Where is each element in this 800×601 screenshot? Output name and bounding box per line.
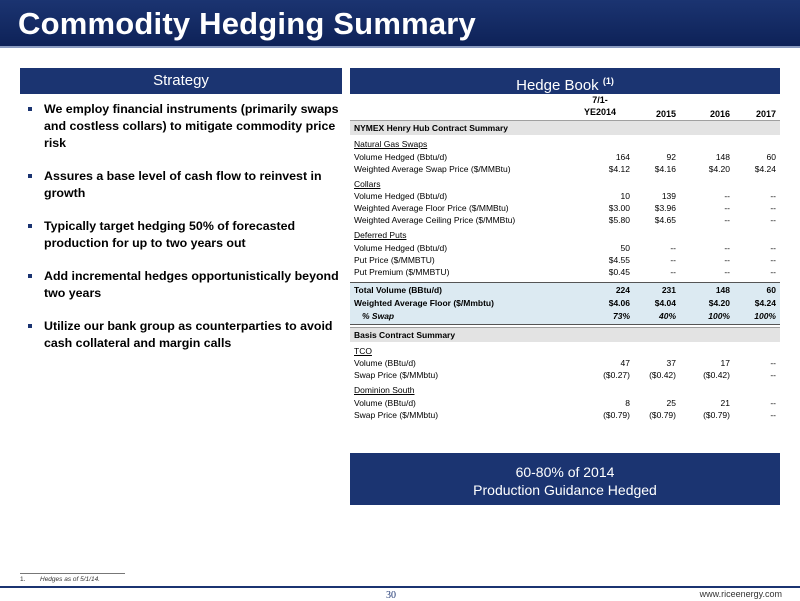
swaps-group-title: Natural Gas Swaps	[354, 139, 428, 149]
callout-line-1: 60-80% of 2014	[515, 464, 615, 480]
table-row: Total Volume (BBtu/d) 224 231 148 60	[354, 284, 776, 295]
collars-group-title: Collars	[354, 178, 381, 189]
table-row: Volume (BBtu/d) 8 25 21 --	[354, 397, 776, 408]
table-row: Swap Price ($/MMbtu) ($0.27) ($0.42) ($0.4…	[354, 370, 776, 380]
table-row: Volume Hedged (Bbtu/d) 10 139 -- --	[354, 191, 776, 201]
table-row: Swap Price ($/MMbtu) ($0.79) ($0.79) ($0.7…	[354, 409, 776, 420]
col-header-2017: 2017	[755, 109, 776, 119]
tco-group-title: TCO	[354, 345, 372, 356]
page-title: Commodity Hedging Summary	[18, 6, 476, 41]
table-row: Put Price ($/MMBTU) $4.55 -- -- --	[354, 254, 776, 265]
website-link[interactable]: www.riceenergy.com	[699, 589, 782, 599]
totals-band: Total Volume (BBtu/d) 224 231 148 60 Weight…	[350, 281, 780, 325]
table-row: Weighted Average Floor ($/Mmbtu) $4.06 $4…	[354, 297, 776, 308]
table-row: Volume Hedged (Bbtu/d) 50 -- -- --	[354, 242, 776, 253]
puts-group-title: Deferred Puts	[354, 230, 407, 240]
table-row: Put Premium ($/MMBTU) $0.45 -- -- --	[354, 266, 776, 277]
strategy-bullet: Assures a base level of cash flow to rei…	[28, 168, 344, 202]
hedge-book-table: 7/1- YE2014 2015 2016 2017 NYMEX Henry Hu…	[350, 94, 780, 421]
table-row: % Swap 73% 40% 100% 100%	[362, 310, 776, 321]
guidance-callout: 60-80% of 2014 Production Guidance Hedge…	[350, 453, 780, 505]
footnote: 1. Hedges as of 5/1/14.	[20, 576, 100, 583]
strategy-bullet: We employ financial instruments (primari…	[28, 101, 344, 152]
hedge-book-heading: Hedge Book (1)	[350, 68, 780, 94]
hedge-book-footnote-ref: (1)	[602, 76, 614, 86]
basis-section-header: Basis Contract Summary	[350, 326, 780, 342]
col-header-ye2014: 7/1- YE2014	[583, 95, 617, 117]
footnote-rule	[20, 573, 125, 574]
footer-rule	[0, 586, 800, 588]
col-header-2015: 2015	[655, 109, 676, 119]
header-divider	[0, 46, 800, 48]
table-row: Weighted Average Floor Price ($/MMBtu) $…	[354, 203, 776, 213]
strategy-bullet: Typically target hedging 50% of forecast…	[28, 218, 344, 252]
page-number: 30	[386, 590, 396, 601]
col-header-2016: 2016	[709, 109, 730, 119]
hedge-book-heading-text: Hedge Book	[516, 77, 599, 94]
dominion-group-title: Dominion South	[354, 385, 415, 395]
nymex-section-header: NYMEX Henry Hub Contract Summary	[350, 120, 780, 135]
table-row: Volume (BBtu/d) 47 37 17 --	[354, 358, 776, 368]
callout-line-2: Production Guidance Hedged	[473, 482, 657, 498]
strategy-bullet: Utilize our bank group as counterparties…	[28, 318, 344, 352]
column-headers: 7/1- YE2014 2015 2016 2017	[350, 94, 780, 120]
strategy-heading: Strategy	[20, 68, 342, 94]
table-row: Weighted Average Swap Price ($/MMBtu) $4…	[354, 163, 776, 174]
table-row: Weighted Average Ceiling Price ($/MMBtu)…	[354, 215, 776, 225]
strategy-bullet: Add incremental hedges opportunistically…	[28, 268, 344, 302]
strategy-bullets: We employ financial instruments (primari…	[28, 101, 344, 368]
table-row: Volume Hedged (Bbtu/d) 164 92 148 60	[354, 151, 776, 162]
title-bar: Commodity Hedging Summary	[0, 0, 800, 46]
